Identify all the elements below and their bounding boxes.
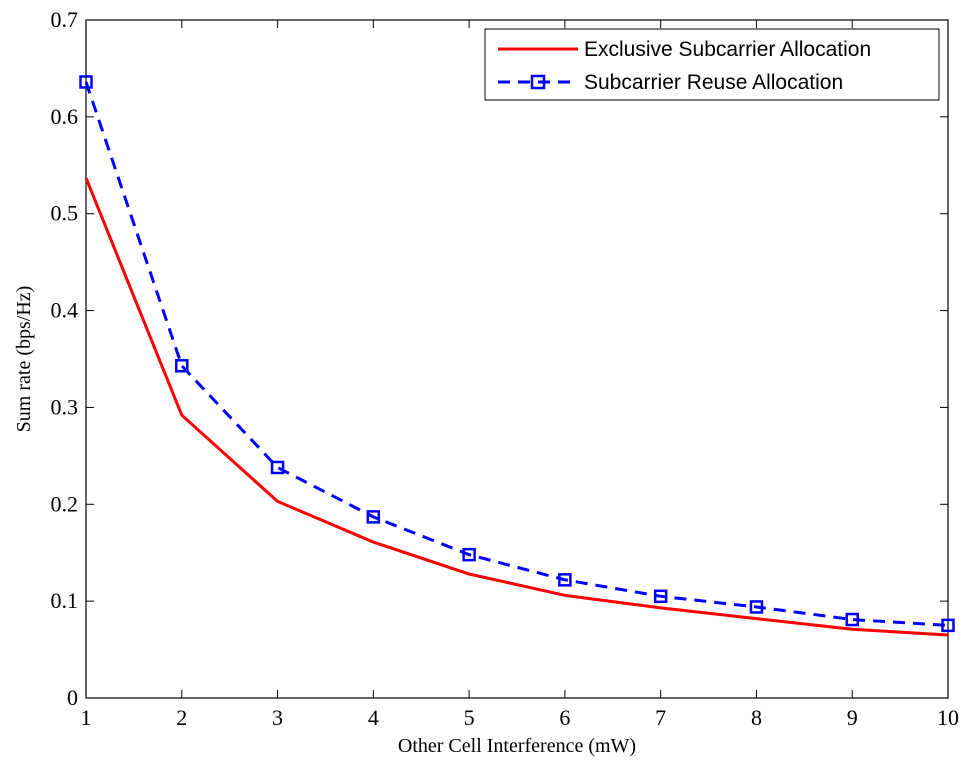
axis-ticks: 1 2 3 4 5 6 7 8 9 10 0 0.1 0.2 0.3 0.4 0.5 0.6 0.7 (51, 7, 960, 730)
legend-label-exclusive: Exclusive Subcarrier Allocation (584, 38, 871, 61)
data-point-marker (653, 589, 668, 604)
data-point-marker (79, 75, 93, 89)
data-point-marker (558, 573, 572, 587)
x-tick-label: 7 (655, 705, 666, 730)
y-tick-label: 0.2 (51, 491, 79, 516)
y-tick-label: 0.1 (51, 588, 79, 613)
x-axis-label: Other Cell Interference (mW) (398, 735, 636, 757)
data-point-marker (270, 460, 285, 475)
plot-area (85, 19, 949, 699)
y-tick-label: 0.7 (51, 7, 79, 32)
data-point-marker (462, 547, 476, 562)
legend-label-reuse: Subcarrier Reuse Allocation (584, 71, 843, 94)
y-tick-label: 0.4 (51, 298, 79, 323)
legend: Exclusive Subcarrier Allocation Subcarri… (484, 28, 940, 101)
y-tick-label: 0.6 (51, 104, 79, 129)
legend-marker-reuse (530, 74, 546, 90)
x-tick-label: 2 (176, 705, 187, 730)
data-point-marker (175, 359, 189, 373)
y-tick-label: 0.3 (51, 394, 79, 419)
y-tick-label: 0 (67, 685, 78, 710)
data-point-marker (941, 618, 955, 633)
x-tick-label: 10 (937, 705, 959, 730)
x-tick-label: 3 (272, 705, 283, 730)
data-series (79, 75, 955, 637)
x-tick-label: 4 (368, 705, 379, 730)
x-tick-label: 6 (559, 705, 570, 730)
y-tick-label: 0.5 (51, 201, 79, 226)
data-point-marker (366, 510, 381, 524)
legend-box (484, 28, 940, 101)
x-tick-label: 5 (464, 705, 475, 730)
series-line-1 (84, 81, 949, 627)
x-tick-label: 1 (81, 705, 92, 730)
x-tick-label: 9 (847, 705, 858, 730)
series-line-0 (84, 177, 949, 637)
y-axis-label: Sum rate (bps/Hz) (13, 286, 35, 433)
data-point-marker (845, 612, 859, 627)
x-tick-label: 8 (751, 705, 762, 730)
data-point-marker (749, 600, 764, 614)
